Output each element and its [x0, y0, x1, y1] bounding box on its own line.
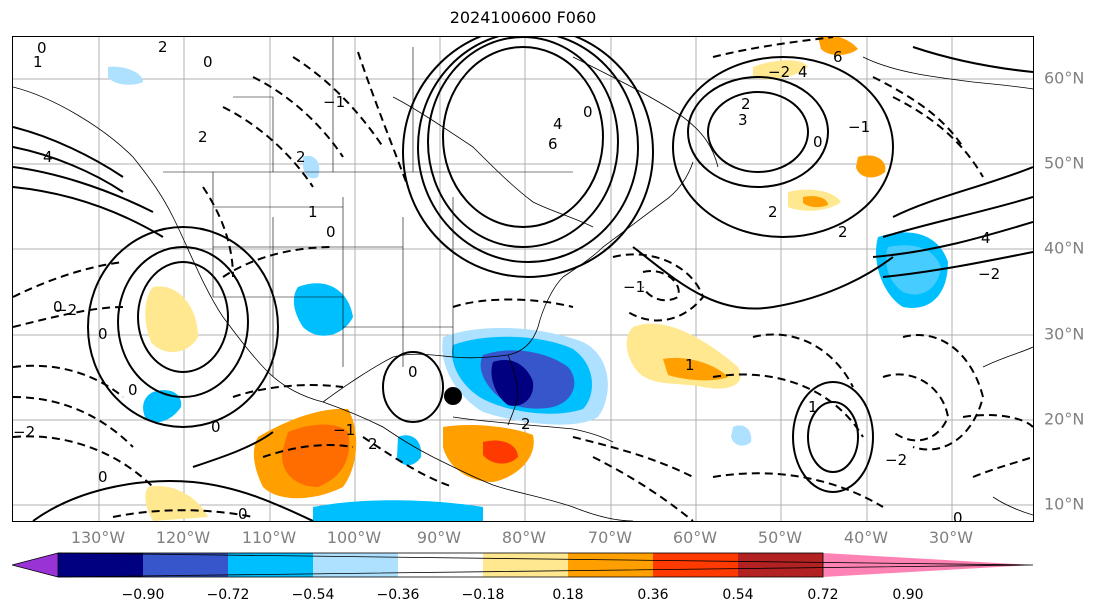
colorbar-frame — [57, 552, 824, 578]
colorbar-tick: 0.36 — [637, 587, 669, 603]
lat-label: 50°N — [1044, 153, 1085, 173]
lon-label: 70°W — [587, 528, 633, 547]
contour-label: −2 — [55, 301, 77, 319]
map-canvas: 0 2 1 0 4 2 1 0 −1 2 4 0 6 3 2 −2 4 0 −1… — [13, 37, 1033, 521]
contour-label: 2 — [296, 148, 306, 166]
contour-label: 4 — [981, 229, 991, 247]
contour-label: 0 — [211, 418, 221, 436]
contour-label: 1 — [808, 398, 818, 416]
contour-label: 0 — [583, 103, 593, 121]
contour-label: −2 — [768, 63, 790, 81]
storm-center-marker — [444, 387, 462, 405]
colorbar-tick: −0.54 — [291, 587, 335, 603]
contour-label: −1 — [333, 421, 355, 439]
lon-label: 60°W — [672, 528, 718, 547]
contour-label: 0 — [408, 363, 418, 381]
colorbar-segment — [143, 553, 228, 577]
contour-label: 0 — [238, 505, 248, 521]
contour-label: 3 — [738, 111, 748, 129]
colorbar-tick: 0.54 — [722, 587, 754, 603]
colorbar-segment — [568, 553, 653, 577]
contour-label: 0 — [128, 381, 138, 399]
contour-label: 6 — [548, 135, 558, 153]
colorbar-tick: −0.90 — [121, 587, 165, 603]
colorbar-segment — [738, 553, 823, 577]
lon-label: 30°W — [928, 528, 974, 547]
contour-label: −1 — [323, 93, 345, 111]
borders — [163, 37, 573, 377]
contour-label: 0 — [53, 298, 63, 316]
contour-label: 0 — [326, 223, 336, 241]
colorbar-tick: −0.72 — [206, 587, 250, 603]
lon-label: 50°W — [757, 528, 803, 547]
colorbar-tick: 0.18 — [552, 587, 584, 603]
lon-label: 80°W — [501, 528, 547, 547]
contour-label: 2 — [838, 223, 848, 241]
contour-label: 2 — [158, 38, 168, 56]
lat-label: 40°N — [1044, 238, 1085, 258]
colorbar-segment — [228, 553, 313, 577]
map-panel: 0 2 1 0 4 2 1 0 −1 2 4 0 6 3 2 −2 4 0 −1… — [12, 36, 1034, 522]
contour-label: 2 — [198, 128, 208, 146]
lon-label: 90°W — [416, 528, 462, 547]
contour-label: 2 — [521, 415, 531, 433]
contour-label: 4 — [798, 63, 808, 81]
contour-label: 4 — [43, 148, 53, 166]
contour-label: −2 — [13, 423, 35, 441]
colorbar-tick: −0.18 — [461, 587, 505, 603]
lat-label: 10°N — [1044, 494, 1085, 514]
solid-contours — [13, 37, 1033, 521]
lon-label: 40°W — [843, 528, 889, 547]
contour-label: −2 — [978, 265, 1000, 283]
contour-label: −2 — [885, 451, 907, 469]
contour-labels: 0 2 1 0 4 2 1 0 −1 2 4 0 6 3 2 −2 4 0 −1… — [13, 38, 1000, 521]
dashed-contours — [13, 37, 1033, 521]
contour-label: 0 — [98, 325, 108, 343]
lon-label: 120°W — [155, 528, 211, 547]
colorbar-extend-high — [823, 553, 1033, 577]
lon-label: 110°W — [241, 528, 297, 547]
lat-label: 20°N — [1044, 409, 1085, 429]
contour-label: −1 — [623, 278, 645, 296]
colorbar-segment — [483, 553, 568, 577]
contour-label: 2 — [368, 435, 378, 453]
lon-label: 130°W — [70, 528, 126, 547]
contour-label: 0 — [98, 468, 108, 486]
colorbar-tick: 0.72 — [807, 587, 839, 603]
contour-label: 1 — [685, 356, 695, 374]
colorbar-segment — [653, 553, 738, 577]
colorbar-segment — [58, 553, 143, 577]
contour-label: 0 — [37, 39, 47, 57]
shading — [108, 37, 948, 521]
lat-label: 30°N — [1044, 324, 1085, 344]
contour-label: 0 — [953, 509, 963, 521]
colorbar — [12, 552, 1034, 578]
map-title: 2024100600 F060 — [449, 8, 597, 27]
colorbar-segment — [398, 553, 483, 577]
contour-label: 0 — [813, 133, 823, 151]
colorbar-tick: −0.36 — [376, 587, 420, 603]
colorbar-tick: 0.90 — [892, 587, 924, 603]
contour-label: 1 — [33, 53, 43, 71]
contour-label: 4 — [553, 115, 563, 133]
contour-label: 0 — [203, 53, 213, 71]
lat-label: 60°N — [1044, 68, 1085, 88]
colorbar-extend-low — [12, 553, 58, 577]
contour-label: −1 — [848, 118, 870, 136]
contour-label: 2 — [741, 95, 751, 113]
contour-label: 6 — [833, 48, 843, 66]
lon-label: 100°W — [326, 528, 382, 547]
contour-label: 2 — [768, 203, 778, 221]
colorbar-outline — [12, 552, 1034, 578]
contour-label: 1 — [308, 203, 318, 221]
